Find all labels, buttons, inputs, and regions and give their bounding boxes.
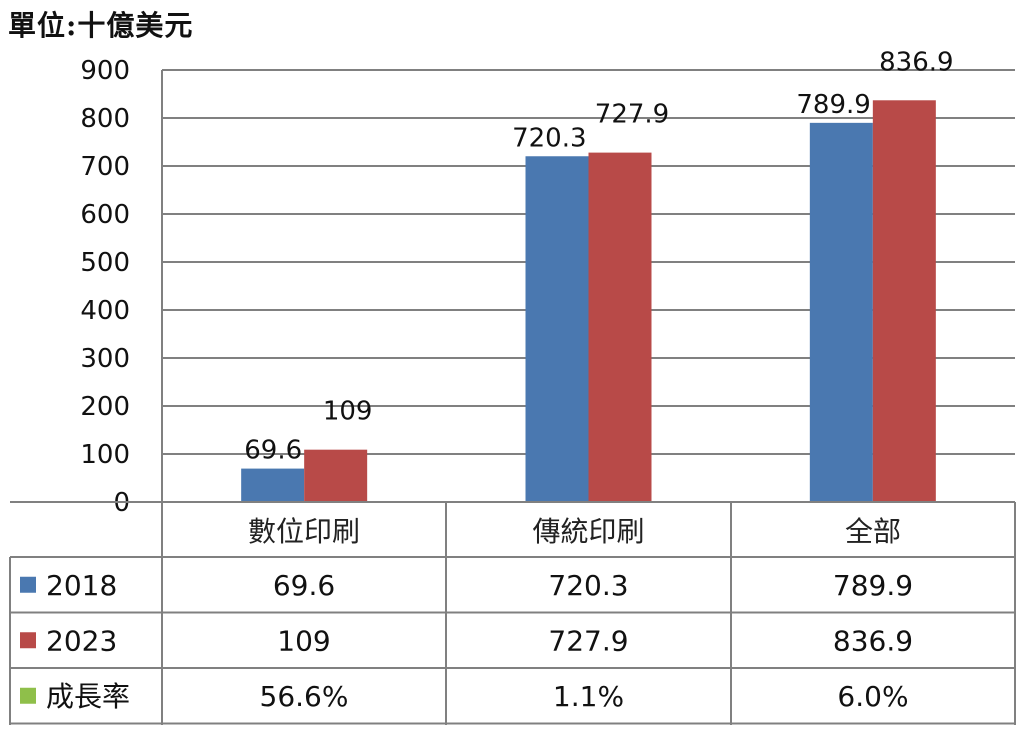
y-tick-label: 400 [80,296,130,326]
y-tick-label: 200 [80,392,130,422]
bar-2023 [588,152,652,502]
table-cell: 109 [277,624,330,657]
data-table: 數位印刷 傳統印刷 全部 2018 69.6 720.3 789.9 2023 109 727.9… [9,501,1016,725]
y-tick-label: 500 [80,248,130,278]
table-cell: 56.6% [260,680,349,713]
unit-label: 單位:十億美元 [8,9,194,42]
row-label: 成長率 [46,680,130,713]
bar-2023 [304,449,368,502]
data-label: 789.9 [796,90,870,120]
data-label: 720.3 [512,123,586,153]
y-tick-label: 800 [80,104,130,134]
table-cell: 6.0% [837,680,908,713]
category-label: 傳統印刷 [532,515,644,548]
table-cell: 789.9 [833,569,913,602]
legend-swatch-2018 [20,576,36,593]
data-label: 727.9 [595,100,669,130]
table-cell: 720.3 [548,569,628,602]
data-label: 69.6 [244,436,302,466]
y-tick-label: 700 [80,152,130,182]
table-cell: 1.1% [553,680,624,713]
table-cell: 69.6 [273,569,335,602]
table-cell: 727.9 [548,624,628,657]
y-tick-label: 300 [80,344,130,374]
y-tick-label: 900 [80,56,130,86]
data-labels: 69.6 109 720.3 727.9 789.9 836.9 [244,47,953,465]
category-label: 數位印刷 [248,515,360,548]
bar-2018 [241,468,305,502]
bar-2023 [872,100,936,503]
y-tick-label: 100 [80,440,130,470]
bars [241,100,936,503]
y-tick-label: 600 [80,200,130,230]
bar-2018 [525,156,589,503]
row-label: 2023 [46,624,117,657]
table-cell: 836.9 [833,624,913,657]
row-label: 2018 [46,569,117,602]
data-label: 836.9 [879,47,953,77]
legend-swatch-2023 [20,632,36,649]
category-label: 全部 [845,515,901,548]
legend-swatch-成長率 [20,687,36,704]
bar-2018 [809,122,873,503]
data-label: 109 [323,397,373,427]
